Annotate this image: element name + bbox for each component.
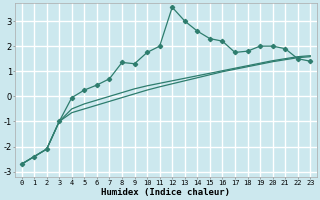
- X-axis label: Humidex (Indice chaleur): Humidex (Indice chaleur): [101, 188, 230, 197]
